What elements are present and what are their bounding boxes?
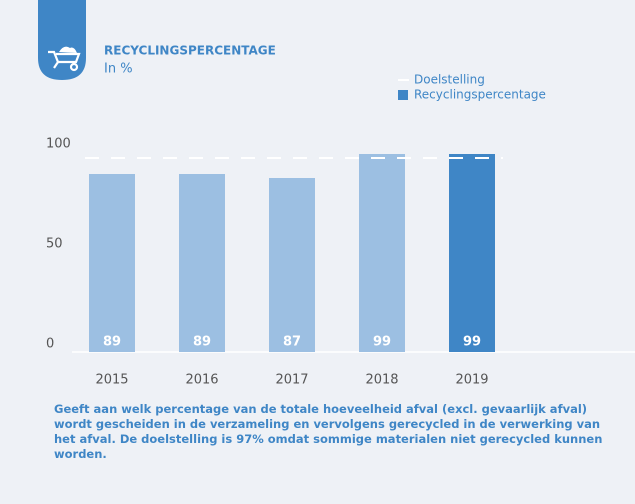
chart-title: RECYCLINGSPERCENTAGE [104,44,276,58]
chart-subtitle: In % [104,62,133,77]
icon-load [59,46,77,53]
x-tick-label: 2016 [185,373,218,388]
legend-label: Recyclingspercentage [414,88,546,102]
legend-label: Doelstelling [414,73,485,87]
value-label: 99 [463,335,481,350]
value-label: 89 [193,335,211,350]
value-label: 89 [103,335,121,350]
chart: RECYCLINGSPERCENTAGE In % 0 50 100 2015 89 20… [38,0,635,388]
legend-swatch [398,90,408,100]
x-tick-label: 2018 [365,373,398,388]
x-tick-label: 2015 [95,373,128,388]
y-tick-label: 50 [46,237,63,252]
y-tick-label: 100 [46,137,71,152]
y-tick-label: 0 [46,337,54,352]
bar [269,178,315,352]
x-tick-label: 2017 [275,373,308,388]
bar [179,174,225,352]
icon-wheelbarrow [48,50,81,72]
bar [449,154,495,352]
icon-badge [38,0,86,80]
bar [89,174,135,352]
bar [359,154,405,352]
value-label: 87 [283,335,301,350]
x-tick-label: 2019 [455,373,488,388]
caption: Geeft aan welk percentage van de totale … [54,402,603,461]
value-label: 99 [373,335,391,350]
